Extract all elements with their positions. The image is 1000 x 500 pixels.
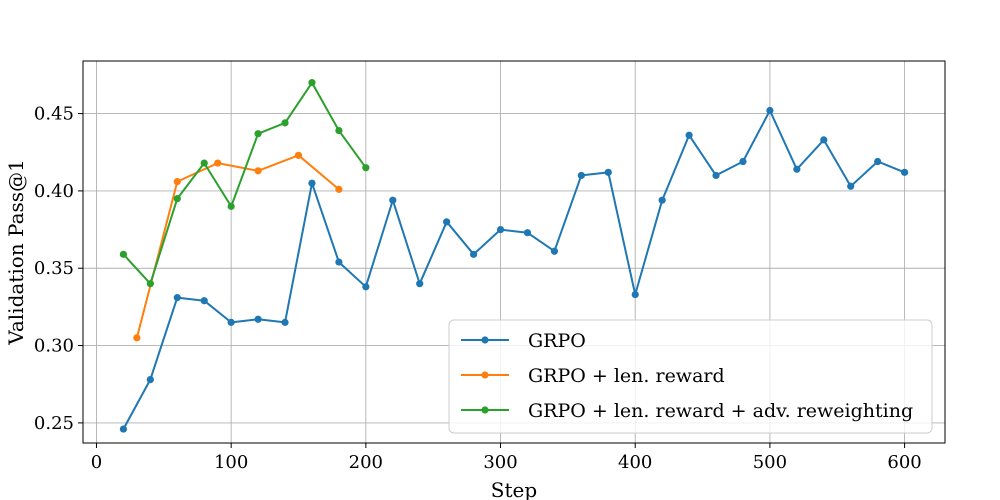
x-tick-label: 100: [214, 452, 248, 473]
data-point: [469, 250, 478, 258]
legend-entry: GRPO + len. reward: [461, 365, 725, 387]
legend-entry: GRPO: [461, 330, 586, 352]
data-point: [658, 196, 666, 204]
series-line: [122, 109, 905, 430]
y-tick-label: 0.30: [34, 336, 74, 357]
y-tick-label: 0.35: [34, 258, 74, 279]
data-point: [227, 318, 235, 326]
data-point: [227, 202, 235, 210]
data-point: [362, 283, 370, 291]
data-point: [631, 290, 639, 299]
data-point: [820, 136, 828, 144]
data-point: [146, 375, 154, 384]
data-point: [133, 334, 141, 342]
data-point: [523, 229, 532, 237]
legend-marker: [481, 371, 489, 379]
legend-label: GRPO: [528, 330, 586, 352]
data-point: [173, 178, 181, 186]
data-point: [416, 280, 424, 288]
data-point: [173, 294, 181, 302]
data-point: [254, 315, 262, 323]
y-tick-label: 0.25: [34, 413, 74, 434]
data-point: [281, 318, 289, 326]
data-point: [685, 131, 693, 139]
legend-label: GRPO + len. reward: [528, 365, 725, 387]
series-layer: [119, 79, 909, 433]
y-tick-label: 0.45: [34, 104, 74, 125]
data-point: [793, 165, 801, 173]
data-point: [712, 171, 720, 180]
data-point: [200, 159, 208, 167]
series-line: [122, 81, 367, 285]
x-tick-label: 200: [349, 452, 383, 473]
data-point: [362, 164, 370, 172]
x-tick-label: 500: [753, 452, 787, 473]
data-point: [389, 196, 397, 204]
data-point: [146, 280, 154, 288]
data-point: [254, 130, 262, 138]
data-point: [874, 157, 882, 166]
data-point: [200, 297, 208, 305]
legend-marker: [481, 336, 489, 344]
y-axis-label: Validation Pass@1: [4, 159, 28, 346]
data-point: [119, 425, 128, 433]
data-point: [308, 79, 316, 87]
series-line: [135, 154, 340, 339]
data-point: [335, 126, 343, 135]
data-point: [335, 258, 343, 266]
series-1: [119, 106, 909, 433]
legend-box: [448, 319, 933, 434]
data-point: [214, 159, 222, 167]
data-point: [119, 250, 128, 258]
x-tick-label: 600: [887, 452, 921, 473]
x-tick-label: 300: [483, 452, 517, 473]
data-point: [604, 168, 612, 176]
data-point: [294, 151, 303, 159]
series-3: [119, 79, 370, 288]
data-point: [308, 179, 316, 187]
data-point: [254, 167, 262, 175]
axis-ticks: 0 100 200 300 400 500 600 0.25 0.30 0.35 0.40 0.45: [34, 104, 922, 473]
data-point: [496, 225, 505, 234]
legend-label: GRPO + len. reward + adv. reweighting: [528, 400, 913, 422]
data-point: [739, 157, 747, 166]
data-point: [577, 171, 585, 180]
series-2: [133, 151, 343, 342]
legend: GRPO GRPO + len. reward GRPO + len. reward…: [448, 319, 933, 434]
x-tick-label: 0: [91, 452, 102, 473]
x-axis-label: Step: [491, 478, 537, 500]
data-point: [550, 247, 559, 255]
data-point: [766, 106, 774, 115]
x-tick-label: 400: [618, 452, 652, 473]
plot-frame: [82, 60, 946, 444]
data-point: [900, 168, 909, 176]
data-point: [335, 185, 343, 193]
legend-entry: GRPO + len. reward + adv. reweighting: [461, 400, 913, 422]
data-point: [847, 182, 855, 190]
legend-marker: [481, 406, 489, 414]
data-point: [443, 218, 451, 226]
y-tick-label: 0.40: [34, 181, 74, 202]
data-point: [173, 195, 181, 203]
data-point: [281, 119, 289, 127]
